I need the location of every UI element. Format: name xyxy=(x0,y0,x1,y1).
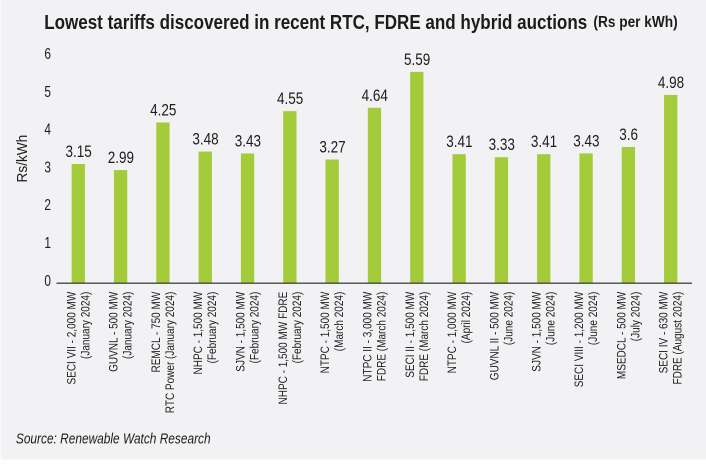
svg-text:MSEDCL - 500 MW: MSEDCL - 500 MW xyxy=(614,291,628,379)
svg-text:FDRE (March 2024): FDRE (March 2024) xyxy=(417,292,431,382)
svg-text:(March 2024): (March 2024) xyxy=(332,292,346,352)
svg-text:4: 4 xyxy=(44,122,51,139)
svg-text:GUVNL - 500 MW: GUVNL - 500 MW xyxy=(107,291,121,372)
svg-text:SECI II - 1,500 MW: SECI II - 1,500 MW xyxy=(403,291,417,377)
svg-text:(Rs per kWh): (Rs per kWh) xyxy=(593,14,677,31)
svg-text:NTPC II - 3,000 MW: NTPC II - 3,000 MW xyxy=(361,291,375,381)
svg-text:RTC Power (January 2024): RTC Power (January 2024) xyxy=(163,292,177,414)
svg-text:3.27: 3.27 xyxy=(319,137,345,156)
svg-text:2: 2 xyxy=(44,197,51,214)
svg-text:4.25: 4.25 xyxy=(150,100,176,119)
svg-text:SJVN - 1,500 MW: SJVN - 1,500 MW xyxy=(530,291,544,371)
svg-text:SECI VIII - 1,200 MW: SECI VIII - 1,200 MW xyxy=(572,291,586,387)
svg-text:(June 2024): (June 2024) xyxy=(544,292,558,345)
svg-text:(June 2024): (June 2024) xyxy=(501,292,515,345)
svg-text:Source: Renewable Watch Resear: Source: Renewable Watch Research xyxy=(16,432,211,448)
svg-text:3.15: 3.15 xyxy=(65,142,91,161)
svg-text:FDRE (March 2024): FDRE (March 2024) xyxy=(375,292,389,382)
svg-text:4.55: 4.55 xyxy=(277,89,303,108)
svg-text:(July 2024): (July 2024) xyxy=(628,292,642,342)
svg-text:(February 2024): (February 2024) xyxy=(248,292,262,364)
svg-text:(January 2024): (January 2024) xyxy=(78,292,92,359)
svg-text:(February 2024): (February 2024) xyxy=(290,292,304,364)
svg-text:NHPC - 1,500 MW FDRE: NHPC - 1,500 MW FDRE xyxy=(276,292,290,405)
svg-text:NHPC - 1,500 MW: NHPC - 1,500 MW xyxy=(191,291,205,374)
svg-text:4.98: 4.98 xyxy=(658,73,684,92)
svg-text:3.33: 3.33 xyxy=(489,135,515,154)
svg-text:2.99: 2.99 xyxy=(108,148,134,167)
svg-text:SECI IV - 630 MW: SECI IV - 630 MW xyxy=(657,291,671,373)
svg-text:(February 2024): (February 2024) xyxy=(205,292,219,364)
svg-text:NTPC - 1,500 MW: NTPC - 1,500 MW xyxy=(318,291,332,373)
svg-text:(April 2024): (April 2024) xyxy=(459,292,473,344)
svg-text:FDRE (August 2024): FDRE (August 2024) xyxy=(671,292,685,385)
svg-text:5.59: 5.59 xyxy=(404,50,430,69)
svg-text:4.64: 4.64 xyxy=(362,86,388,105)
svg-text:5: 5 xyxy=(44,84,51,101)
svg-text:SECI VII - 2,000 MW: SECI VII - 2,000 MW xyxy=(64,291,78,384)
svg-text:Lowest tariffs discovered in r: Lowest tariffs discovered in recent RTC,… xyxy=(44,12,587,34)
svg-text:NTPC - 1,000 MW: NTPC - 1,000 MW xyxy=(445,291,459,373)
svg-text:(June 2024): (June 2024) xyxy=(586,292,600,345)
svg-text:1: 1 xyxy=(44,235,51,252)
svg-text:6: 6 xyxy=(44,46,51,63)
svg-text:0: 0 xyxy=(44,273,51,290)
svg-text:3.41: 3.41 xyxy=(446,132,472,151)
svg-text:SJVN - 1,500 MW: SJVN - 1,500 MW xyxy=(234,291,248,371)
svg-text:3.43: 3.43 xyxy=(573,131,599,150)
svg-text:Rs/kWh: Rs/kWh xyxy=(15,135,31,183)
svg-text:3.43: 3.43 xyxy=(235,131,261,150)
svg-text:3.48: 3.48 xyxy=(192,130,218,149)
svg-text:3: 3 xyxy=(44,159,51,176)
svg-text:3.6: 3.6 xyxy=(619,125,638,144)
svg-text:(January 2024): (January 2024) xyxy=(121,292,135,359)
svg-text:REMCL - 750 MW: REMCL - 750 MW xyxy=(149,291,163,372)
svg-text:GUVNL II - 500 MW: GUVNL II - 500 MW xyxy=(487,291,501,380)
svg-text:3.41: 3.41 xyxy=(531,132,557,151)
